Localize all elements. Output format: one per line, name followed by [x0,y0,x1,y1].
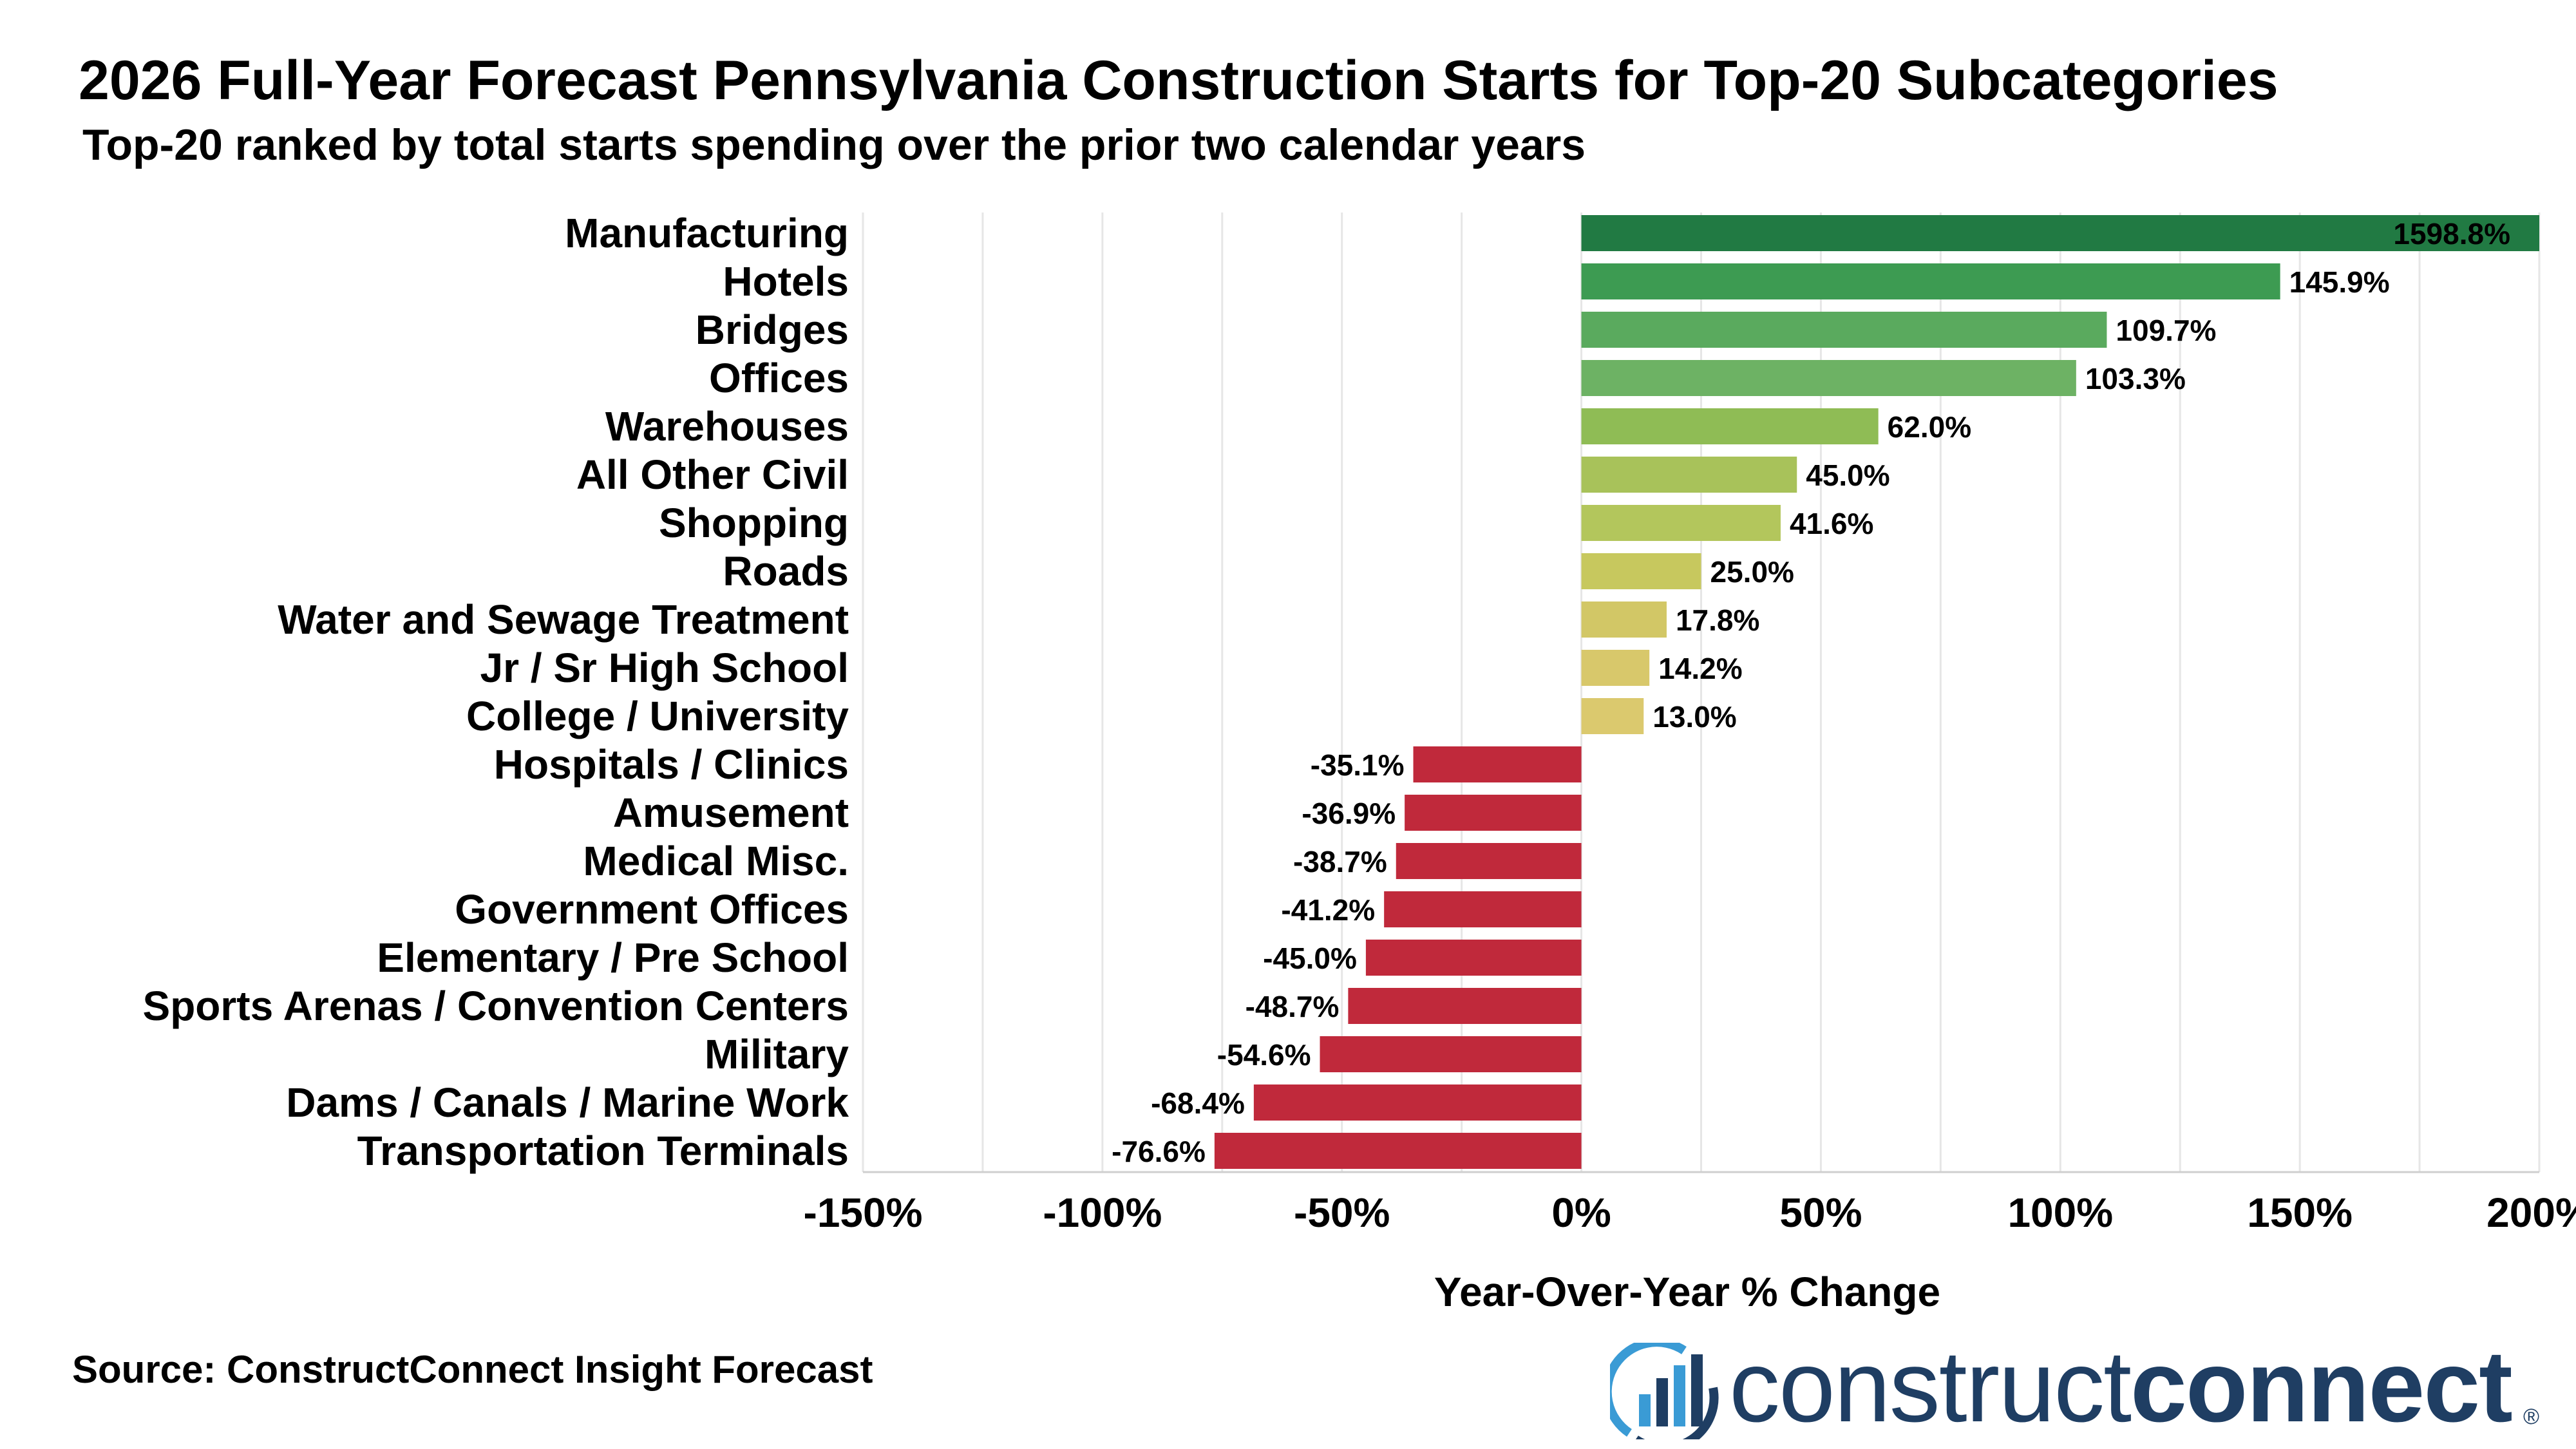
logo-wordmark: constructconnect [1729,1329,2513,1445]
logo-text-light: construct [1729,1330,2132,1443]
bar [1413,746,1582,782]
bar [1348,988,1582,1024]
registered-mark: ® [2523,1405,2540,1429]
bar [1581,505,1781,541]
data-label: 62.0% [1888,410,1971,444]
x-axis-title: Year-Over-Year % Change [1434,1269,1940,1315]
bar [1581,215,2539,251]
logo-text-bold: connect [2130,1330,2513,1443]
bar [1253,1084,1582,1121]
category-label: Medical Misc. [583,838,849,884]
data-label: -76.6% [1112,1135,1206,1168]
bar [1581,601,1667,638]
constructconnect-logo: constructconnect ® [1610,1330,2544,1443]
bar [1320,1036,1582,1072]
category-label: Hotels [723,258,849,305]
bar [1581,408,1879,444]
category-label: Jr / Sr High School [480,645,849,691]
category-label: Manufacturing [565,210,849,256]
bar-chart-circle-logo-icon [1610,1343,1719,1439]
data-label: 103.3% [2085,362,2186,395]
x-tick-label: 200% [2486,1189,2576,1236]
category-label: Government Offices [455,886,849,933]
data-label: -48.7% [1245,990,1340,1023]
bar [1214,1133,1582,1169]
x-tick-label: 0% [1551,1189,1611,1236]
x-tick-label: -150% [804,1189,923,1236]
bar [1396,843,1582,879]
x-tick-label: 150% [2247,1189,2353,1236]
data-label: 45.0% [1806,459,1889,492]
category-label: Transportation Terminals [357,1128,849,1174]
category-label: Amusement [613,790,849,836]
data-label: 14.2% [1658,652,1742,685]
bar [1581,312,2107,348]
data-label: 25.0% [1710,555,1794,589]
data-label: -45.0% [1263,942,1357,975]
bar [1581,553,1701,589]
category-label: Military [705,1031,849,1077]
category-label: Sports Arenas / Convention Centers [143,983,849,1029]
data-label: -35.1% [1311,748,1405,782]
bar [1581,263,2280,299]
chart-subtitle: Top-20 ranked by total starts spending o… [82,120,1586,169]
data-label: 1598.8% [2393,217,2510,251]
data-label: 13.0% [1653,700,1736,734]
x-tick-label: -50% [1294,1189,1390,1236]
bar [1581,698,1644,734]
bar [1365,940,1582,976]
data-label: -54.6% [1217,1038,1311,1072]
category-label: Hospitals / Clinics [494,741,849,788]
data-label: 41.6% [1790,507,1873,540]
category-label: Bridges [696,307,849,353]
x-tick-label: 50% [1779,1189,1862,1236]
bar [1581,360,2076,396]
bar [1581,650,1650,686]
category-label: Offices [709,355,849,401]
category-label: College / University [466,693,849,739]
x-tick-label: -100% [1043,1189,1162,1236]
category-label: Shopping [659,500,849,546]
category-label: Warehouses [605,403,849,450]
category-label: Elementary / Pre School [377,934,849,981]
data-label: 109.7% [2116,314,2216,347]
category-label: All Other Civil [576,451,849,498]
category-label: Water and Sewage Treatment [278,596,849,643]
data-label: -41.2% [1281,893,1375,927]
bar [1384,891,1582,927]
x-tick-label: 100% [2007,1189,2113,1236]
data-label: -68.4% [1151,1086,1245,1120]
category-label: Roads [723,548,849,594]
bar [1405,795,1582,831]
data-label: -36.9% [1302,797,1396,830]
chart-title: 2026 Full-Year Forecast Pennsylvania Con… [79,50,2278,111]
bar [1581,457,1797,493]
data-label: 17.8% [1676,603,1759,637]
data-label: 145.9% [2289,265,2390,299]
source-note: Source: ConstructConnect Insight Forecas… [72,1348,873,1391]
category-label: Dams / Canals / Marine Work [286,1079,849,1126]
data-label: -38.7% [1293,845,1387,878]
